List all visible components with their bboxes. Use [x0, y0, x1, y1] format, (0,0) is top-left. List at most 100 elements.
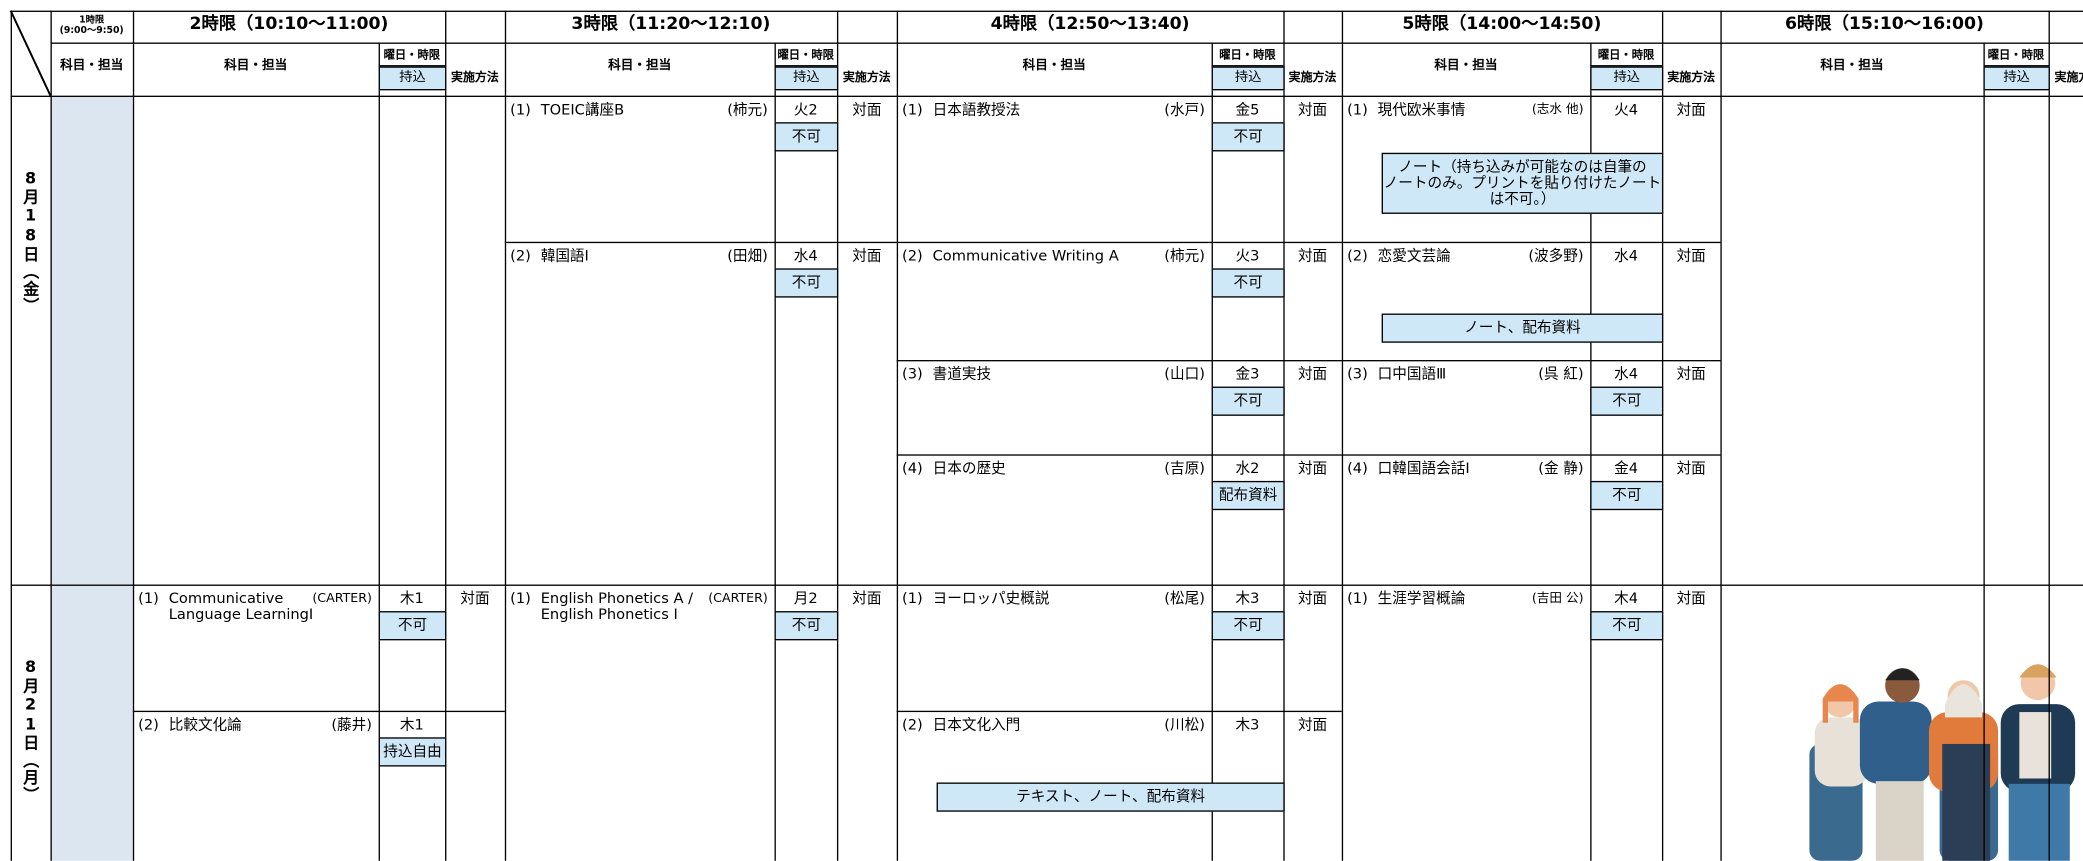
carry-note: ノート（持ち込みが可能なのは自筆の ノートのみ。プリントを貼り付けたノート は不…: [1381, 152, 1664, 214]
slot: 水4: [1614, 365, 1639, 383]
teacher: (柿元): [1164, 247, 1205, 265]
slot: 木1: [399, 716, 424, 734]
border: [774, 65, 837, 67]
carry: 不可: [774, 122, 839, 152]
border: [896, 241, 1342, 244]
slot-header: 曜日・時限: [1987, 49, 2045, 63]
entry-number: (1): [1347, 589, 1368, 608]
entry-number: (4): [902, 459, 923, 477]
entry-number: (1): [510, 589, 531, 608]
day-label: 8月21日（月）: [21, 657, 40, 804]
period-header: 4時限（12:50〜13:40): [990, 14, 1190, 35]
period-header: 5時限（14:00〜14:50): [1402, 14, 1602, 35]
method-header: 実施方法: [842, 71, 891, 86]
carry: 不可: [1211, 122, 1285, 152]
method: 対面: [1297, 365, 1328, 383]
border: [896, 710, 1342, 713]
border: [445, 10, 447, 861]
teacher: (金 静): [1538, 459, 1584, 477]
border: [1283, 10, 1285, 861]
period-header: 1時限 (9:00〜9:50): [59, 14, 124, 36]
slot: 木4: [1614, 589, 1639, 608]
entry-number: (1): [510, 100, 531, 119]
border: [1211, 65, 1284, 67]
teacher: (呉 紅): [1538, 365, 1584, 383]
carry-header: 持込: [774, 66, 839, 91]
subject: 生涯学習概論: [1377, 589, 1466, 608]
entry-number: (4): [1347, 459, 1368, 477]
subject: 日本文化入門: [932, 716, 1021, 734]
subject-header: 科目・担当: [60, 58, 124, 74]
subject: 日本語教授法: [932, 100, 1021, 119]
border: [504, 10, 507, 861]
method: 対面: [852, 589, 882, 608]
slot: 木3: [1235, 589, 1260, 608]
border: [896, 10, 899, 861]
border: [1720, 10, 1722, 861]
slot-header: 曜日・時限: [383, 49, 441, 63]
entry-number: (3): [1347, 365, 1368, 383]
subject: Communicative Language LearningⅠ: [168, 589, 314, 624]
subject: ヨーロッパ史概説: [932, 589, 1050, 608]
teacher: (水戸): [1164, 100, 1205, 119]
slot: 金3: [1235, 365, 1260, 383]
method-header: 実施方法: [2054, 71, 2083, 86]
border: [1661, 10, 1664, 861]
teacher: (柿元): [727, 100, 768, 119]
slot: 水2: [1235, 459, 1260, 477]
method: 対面: [1297, 100, 1328, 119]
border: [1983, 65, 2049, 67]
carry: 不可: [1211, 268, 1285, 298]
subject: 書道実技: [932, 365, 992, 383]
method: 対面: [1297, 459, 1328, 477]
method: 対面: [1297, 589, 1328, 608]
border: [1211, 42, 1214, 861]
border: [1341, 10, 1344, 861]
carry-header: 持込: [1211, 66, 1285, 91]
method: 対面: [1297, 247, 1328, 265]
border: [378, 65, 446, 67]
subject: Communicative Writing A: [932, 247, 1119, 265]
subject: 恋愛文芸論: [1377, 247, 1451, 265]
carry: 不可: [1211, 386, 1285, 416]
teacher: (CARTER): [708, 591, 768, 606]
subject: 日本の歴史: [932, 459, 1006, 477]
method: 対面: [1297, 716, 1328, 734]
slot: 木3: [1235, 716, 1260, 734]
slot: 火2: [793, 100, 818, 119]
border: [836, 10, 839, 861]
carry-note: テキスト、ノート、配布資料: [936, 782, 1285, 812]
border: [774, 42, 777, 861]
carry: 不可: [378, 611, 447, 641]
border: [896, 454, 1342, 456]
carry-header: 持込: [1590, 66, 1664, 91]
border: [896, 360, 1342, 362]
teacher: (志水 他): [1531, 102, 1584, 117]
teacher: (吉田 公): [1531, 591, 1584, 606]
entry-number: (3): [902, 365, 923, 383]
entry-number: (2): [138, 716, 159, 734]
period-header: 6時限（15:10〜16:00): [1785, 14, 1984, 35]
subject: 比較文化論: [168, 716, 242, 734]
entry-number: (2): [902, 247, 923, 265]
period-header: 3時限（11:20〜12:10): [571, 14, 771, 35]
slot: 水4: [793, 247, 818, 265]
teacher: (田畑): [727, 247, 768, 265]
slot-header: 曜日・時限: [777, 49, 834, 63]
method: 対面: [1676, 100, 1706, 119]
method-header: 実施方法: [1667, 71, 1716, 86]
subject: TOEIC講座B: [540, 100, 625, 119]
entry-number: (2): [1347, 247, 1368, 265]
border: [132, 10, 135, 861]
carry: 不可: [1590, 386, 1664, 416]
method: 対面: [1676, 365, 1706, 383]
method: 対面: [1676, 589, 1706, 608]
day-label: 8月18日（金）: [21, 168, 40, 315]
method: 対面: [1676, 459, 1706, 477]
subject-header: 科目・担当: [1820, 58, 1884, 74]
teacher: (山口): [1164, 365, 1205, 383]
carry: 持込自由: [378, 737, 447, 767]
people-illustration: [1809, 664, 2076, 861]
